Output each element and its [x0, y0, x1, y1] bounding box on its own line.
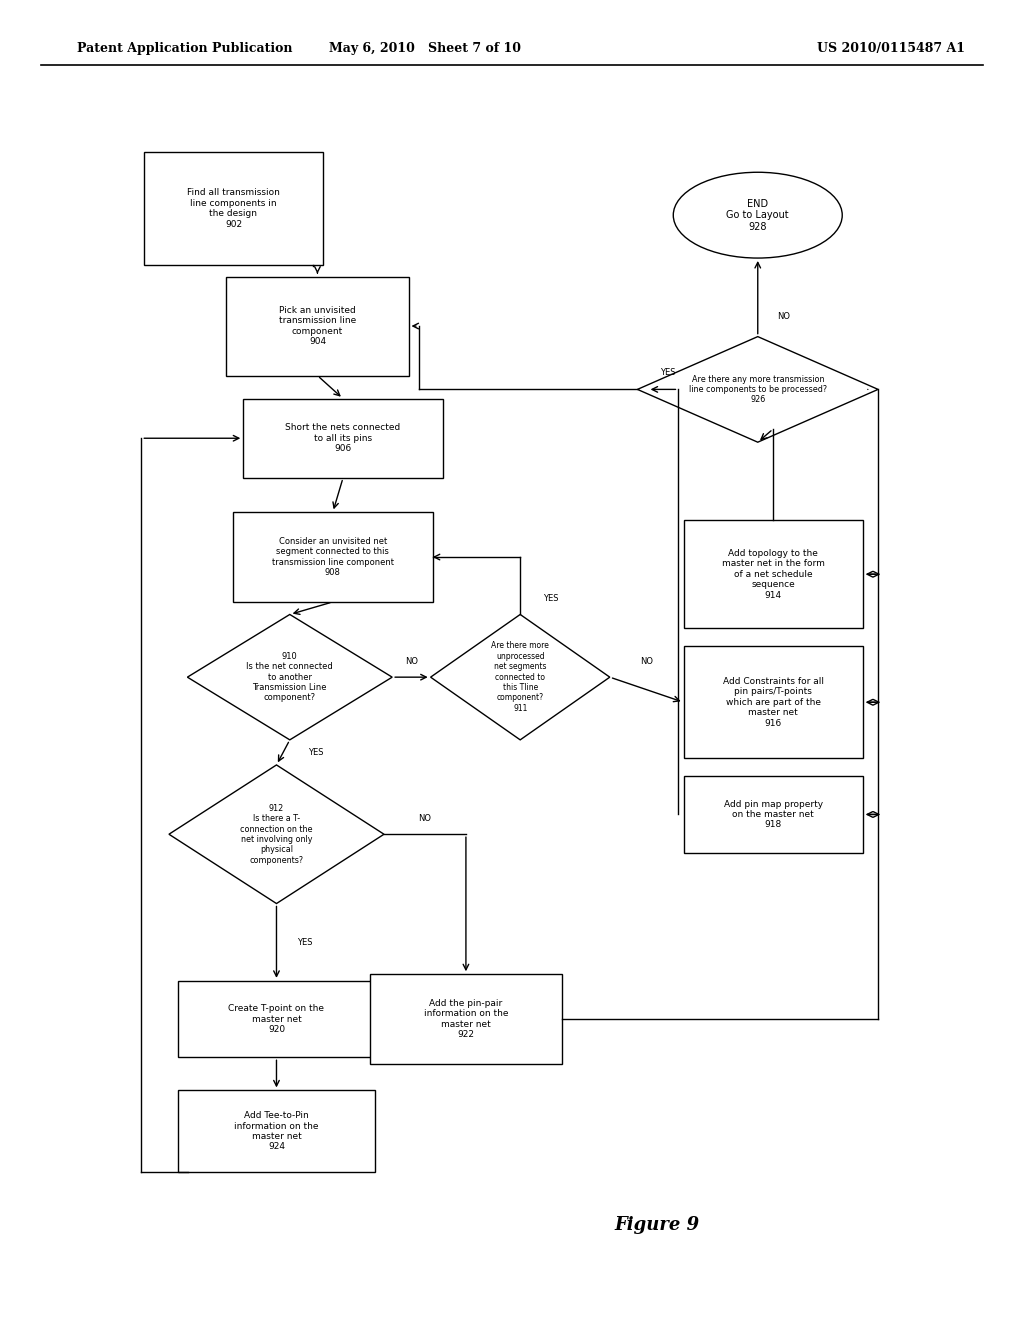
Text: Create T-point on the
master net
920: Create T-point on the master net 920 — [228, 1005, 325, 1034]
Text: 912
Is there a T-
connection on the
net involving only
physical
components?: 912 Is there a T- connection on the net … — [241, 804, 312, 865]
Text: NO: NO — [419, 814, 431, 822]
Text: Add pin map property
on the master net
918: Add pin map property on the master net 9… — [724, 800, 822, 829]
Text: NO: NO — [404, 657, 418, 665]
Text: Are there more
unprocessed
net segments
connected to
this Tline
component?
911: Are there more unprocessed net segments … — [492, 642, 549, 713]
Polygon shape — [187, 615, 392, 739]
Text: Consider an unvisited net
segment connected to this
transmission line component
: Consider an unvisited net segment connec… — [271, 537, 394, 577]
Text: Add topology to the
master net in the form
of a net schedule
sequence
914: Add topology to the master net in the fo… — [722, 549, 824, 599]
Polygon shape — [637, 337, 878, 442]
Text: NO: NO — [777, 313, 790, 321]
Text: May 6, 2010   Sheet 7 of 10: May 6, 2010 Sheet 7 of 10 — [329, 42, 521, 55]
Text: Patent Application Publication: Patent Application Publication — [77, 42, 292, 55]
FancyBboxPatch shape — [226, 277, 409, 375]
FancyBboxPatch shape — [233, 512, 432, 602]
Text: END
Go to Layout
928: END Go to Layout 928 — [726, 198, 790, 232]
Text: Are there any more transmission
line components to be processed?
926: Are there any more transmission line com… — [689, 375, 826, 404]
Text: NO: NO — [640, 657, 653, 665]
FancyBboxPatch shape — [178, 981, 375, 1057]
Text: Figure 9: Figure 9 — [614, 1216, 699, 1234]
Text: Add Tee-to-Pin
information on the
master net
924: Add Tee-to-Pin information on the master… — [234, 1111, 318, 1151]
Polygon shape — [430, 615, 610, 739]
Text: YES: YES — [307, 748, 324, 756]
Text: YES: YES — [660, 368, 676, 376]
Text: Add the pin-pair
information on the
master net
922: Add the pin-pair information on the mast… — [424, 999, 508, 1039]
Text: US 2010/0115487 A1: US 2010/0115487 A1 — [817, 42, 965, 55]
Text: YES: YES — [297, 937, 313, 946]
Text: 910
Is the net connected
to another
Transmission Line
component?: 910 Is the net connected to another Tran… — [247, 652, 333, 702]
FancyBboxPatch shape — [244, 399, 442, 478]
Text: Short the nets connected
to all its pins
906: Short the nets connected to all its pins… — [286, 424, 400, 453]
Text: Pick an unvisited
transmission line
component
904: Pick an unvisited transmission line comp… — [279, 306, 356, 346]
FancyBboxPatch shape — [178, 1090, 375, 1172]
FancyBboxPatch shape — [684, 645, 862, 758]
FancyBboxPatch shape — [684, 776, 862, 853]
Text: Find all transmission
line components in
the design
902: Find all transmission line components in… — [187, 189, 280, 228]
FancyBboxPatch shape — [143, 153, 324, 264]
Polygon shape — [169, 766, 384, 903]
Text: YES: YES — [543, 594, 559, 603]
Text: Add Constraints for all
pin pairs/T-points
which are part of the
master net
916: Add Constraints for all pin pairs/T-poin… — [723, 677, 823, 727]
FancyBboxPatch shape — [684, 520, 862, 628]
FancyBboxPatch shape — [370, 974, 562, 1064]
Ellipse shape — [674, 172, 842, 259]
